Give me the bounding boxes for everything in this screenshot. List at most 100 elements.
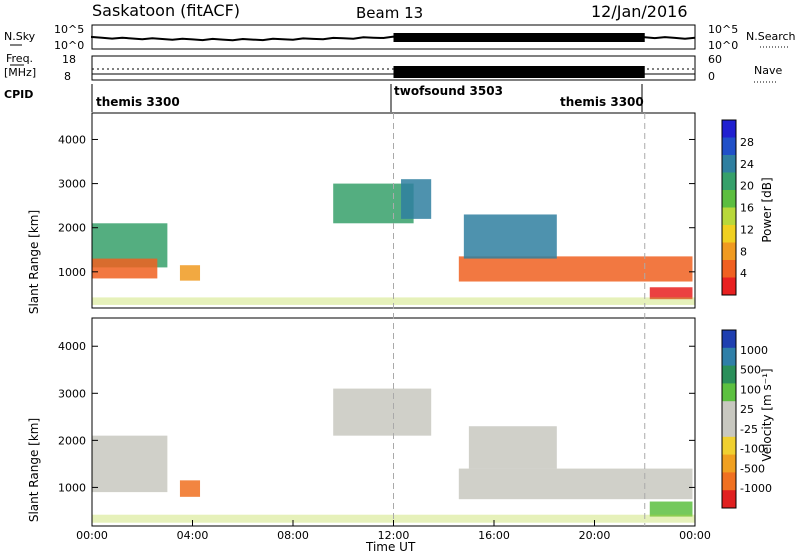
colorbar-swatch bbox=[722, 120, 736, 138]
velocity-y-axis: 4000 3000 2000 1000 bbox=[58, 340, 695, 494]
nsky-tick-low: 10^0 bbox=[54, 39, 84, 52]
scatter-region-6 bbox=[649, 501, 693, 517]
cpid-dividers bbox=[393, 113, 646, 526]
scatter-region-1 bbox=[92, 435, 168, 493]
x-tick-label: 08:00 bbox=[277, 529, 309, 542]
colorbar-tick-label: 25 bbox=[740, 403, 754, 416]
near-range-scatter bbox=[92, 297, 695, 305]
x-tick-label: 12:00 bbox=[378, 529, 410, 542]
colorbar-swatch bbox=[722, 155, 736, 173]
colorbar-tick-label: 8 bbox=[740, 245, 747, 258]
colorbar-tick-label: -1000 bbox=[740, 482, 772, 495]
colorbar-tick-label: 100 bbox=[740, 383, 761, 396]
x-tick-label: 16:00 bbox=[478, 529, 510, 542]
y-tick-label: 3000 bbox=[58, 387, 86, 400]
colorbar-swatch bbox=[722, 347, 736, 367]
nave-tick-high: 60 bbox=[708, 53, 722, 66]
freq-tick-low: 8 bbox=[64, 70, 71, 83]
x-tick-label: 00:00 bbox=[679, 529, 711, 542]
nsearch-tick-high: 10^5 bbox=[708, 23, 738, 36]
cpid-label: CPID bbox=[4, 88, 33, 101]
nave-tick-low: 0 bbox=[708, 70, 715, 83]
scatter-region-3 bbox=[179, 265, 201, 281]
date-label: 12/Jan/2016 bbox=[591, 2, 688, 21]
nsearch-label: N.Search bbox=[746, 30, 796, 43]
y-tick-label: 1000 bbox=[58, 266, 86, 279]
scatter-region-8 bbox=[649, 287, 693, 300]
colorbar-swatch bbox=[722, 172, 736, 191]
colorbar-swatch bbox=[722, 472, 736, 491]
x-tick-label: 04:00 bbox=[177, 529, 209, 542]
colorbar-swatch bbox=[722, 137, 736, 156]
colorbar-swatch bbox=[722, 242, 736, 261]
nsky-label: N.Sky bbox=[4, 30, 36, 43]
x-tick-label: 20:00 bbox=[579, 529, 611, 542]
y-tick-label: 2000 bbox=[58, 434, 86, 447]
scatter-region-5 bbox=[468, 426, 557, 469]
power-colorbar-label: Power [dB] bbox=[760, 177, 774, 242]
freq-panel-frame bbox=[91, 55, 696, 81]
time-x-label: Time UT bbox=[365, 540, 416, 554]
colorbar-swatch bbox=[722, 277, 736, 296]
scatter-region-4 bbox=[333, 183, 414, 224]
velocity-colorbar-label: Velocity [m s⁻¹] bbox=[760, 368, 774, 461]
cpid-segment-2: twofsound 3503 bbox=[394, 84, 503, 98]
colorbar-swatch bbox=[722, 383, 736, 402]
time-x-axis: 00:00 04:00 08:00 12:00 16:00 20:00 00:00 bbox=[76, 520, 711, 542]
colorbar-tick-label: 4 bbox=[740, 267, 747, 280]
scatter-region-4 bbox=[458, 468, 693, 500]
cpid-segment-3: themis 3300 bbox=[560, 95, 644, 109]
colorbar-swatch bbox=[722, 225, 736, 243]
power-colorbar: 28 24 20 16 12 8 4 bbox=[721, 119, 754, 296]
colorbar-tick-label: -100 bbox=[740, 443, 765, 456]
nave-band bbox=[393, 66, 645, 78]
scatter-region-7 bbox=[463, 214, 557, 259]
colorbar-tick-label: -500 bbox=[740, 462, 765, 475]
beam-label: Beam 13 bbox=[356, 4, 423, 22]
y-tick-label: 2000 bbox=[58, 222, 86, 235]
colorbar-swatch bbox=[722, 454, 736, 473]
scatter-region-5 bbox=[401, 179, 432, 219]
noise-band bbox=[393, 33, 645, 42]
colorbar-tick-label: 500 bbox=[740, 364, 761, 377]
colorbar-tick-label: 1000 bbox=[740, 344, 768, 357]
nsky-tick-high: 10^5 bbox=[54, 23, 84, 36]
power-heatmap bbox=[92, 179, 695, 305]
y-tick-label: 4000 bbox=[58, 340, 86, 353]
power-y-axis: 4000 3000 2000 1000 bbox=[58, 133, 695, 279]
x-tick-label: 00:00 bbox=[76, 529, 108, 542]
y-tick-label: 4000 bbox=[58, 133, 86, 146]
colorbar-swatch bbox=[722, 207, 736, 226]
colorbar-frame bbox=[721, 329, 737, 509]
velocity-heatmap bbox=[92, 388, 695, 523]
y-tick-label: 3000 bbox=[58, 178, 86, 191]
colorbar-tick-label: 24 bbox=[740, 158, 754, 171]
freq-tick-high: 18 bbox=[62, 53, 76, 66]
colorbar-swatch bbox=[722, 190, 736, 208]
cpid-segment-1: themis 3300 bbox=[96, 95, 180, 109]
colorbar-tick-label: 12 bbox=[740, 223, 754, 236]
colorbar-swatch bbox=[722, 419, 736, 438]
velocity-y-label: Slant Range [km] bbox=[27, 418, 41, 522]
scatter-region-3 bbox=[333, 388, 432, 436]
y-tick-label: 1000 bbox=[58, 481, 86, 494]
colorbar-swatch bbox=[722, 436, 736, 456]
scatter-region-6 bbox=[458, 256, 693, 282]
freq-label-line1: Freq. bbox=[6, 52, 33, 65]
colorbar-swatch bbox=[722, 490, 736, 509]
power-y-label: Slant Range [km] bbox=[27, 210, 41, 314]
scatter-region-2 bbox=[179, 480, 201, 497]
station-title: Saskatoon (fitACF) bbox=[92, 1, 240, 20]
nave-label: Nave bbox=[754, 64, 782, 77]
colorbar-swatch bbox=[722, 401, 736, 420]
colorbar-tick-label: 20 bbox=[740, 180, 754, 193]
colorbar-swatch bbox=[722, 330, 736, 349]
colorbar-tick-label: -25 bbox=[740, 423, 758, 436]
scatter-region-2 bbox=[92, 258, 158, 279]
colorbar-swatch bbox=[722, 365, 736, 384]
colorbar-tick-label: 16 bbox=[740, 202, 754, 215]
colorbar-tick-label: 28 bbox=[740, 136, 754, 149]
freq-label-line2: [MHz] bbox=[4, 66, 36, 79]
velocity-colorbar: 1000 500 100 25 -25 -100 -500 -1000 bbox=[721, 329, 772, 509]
